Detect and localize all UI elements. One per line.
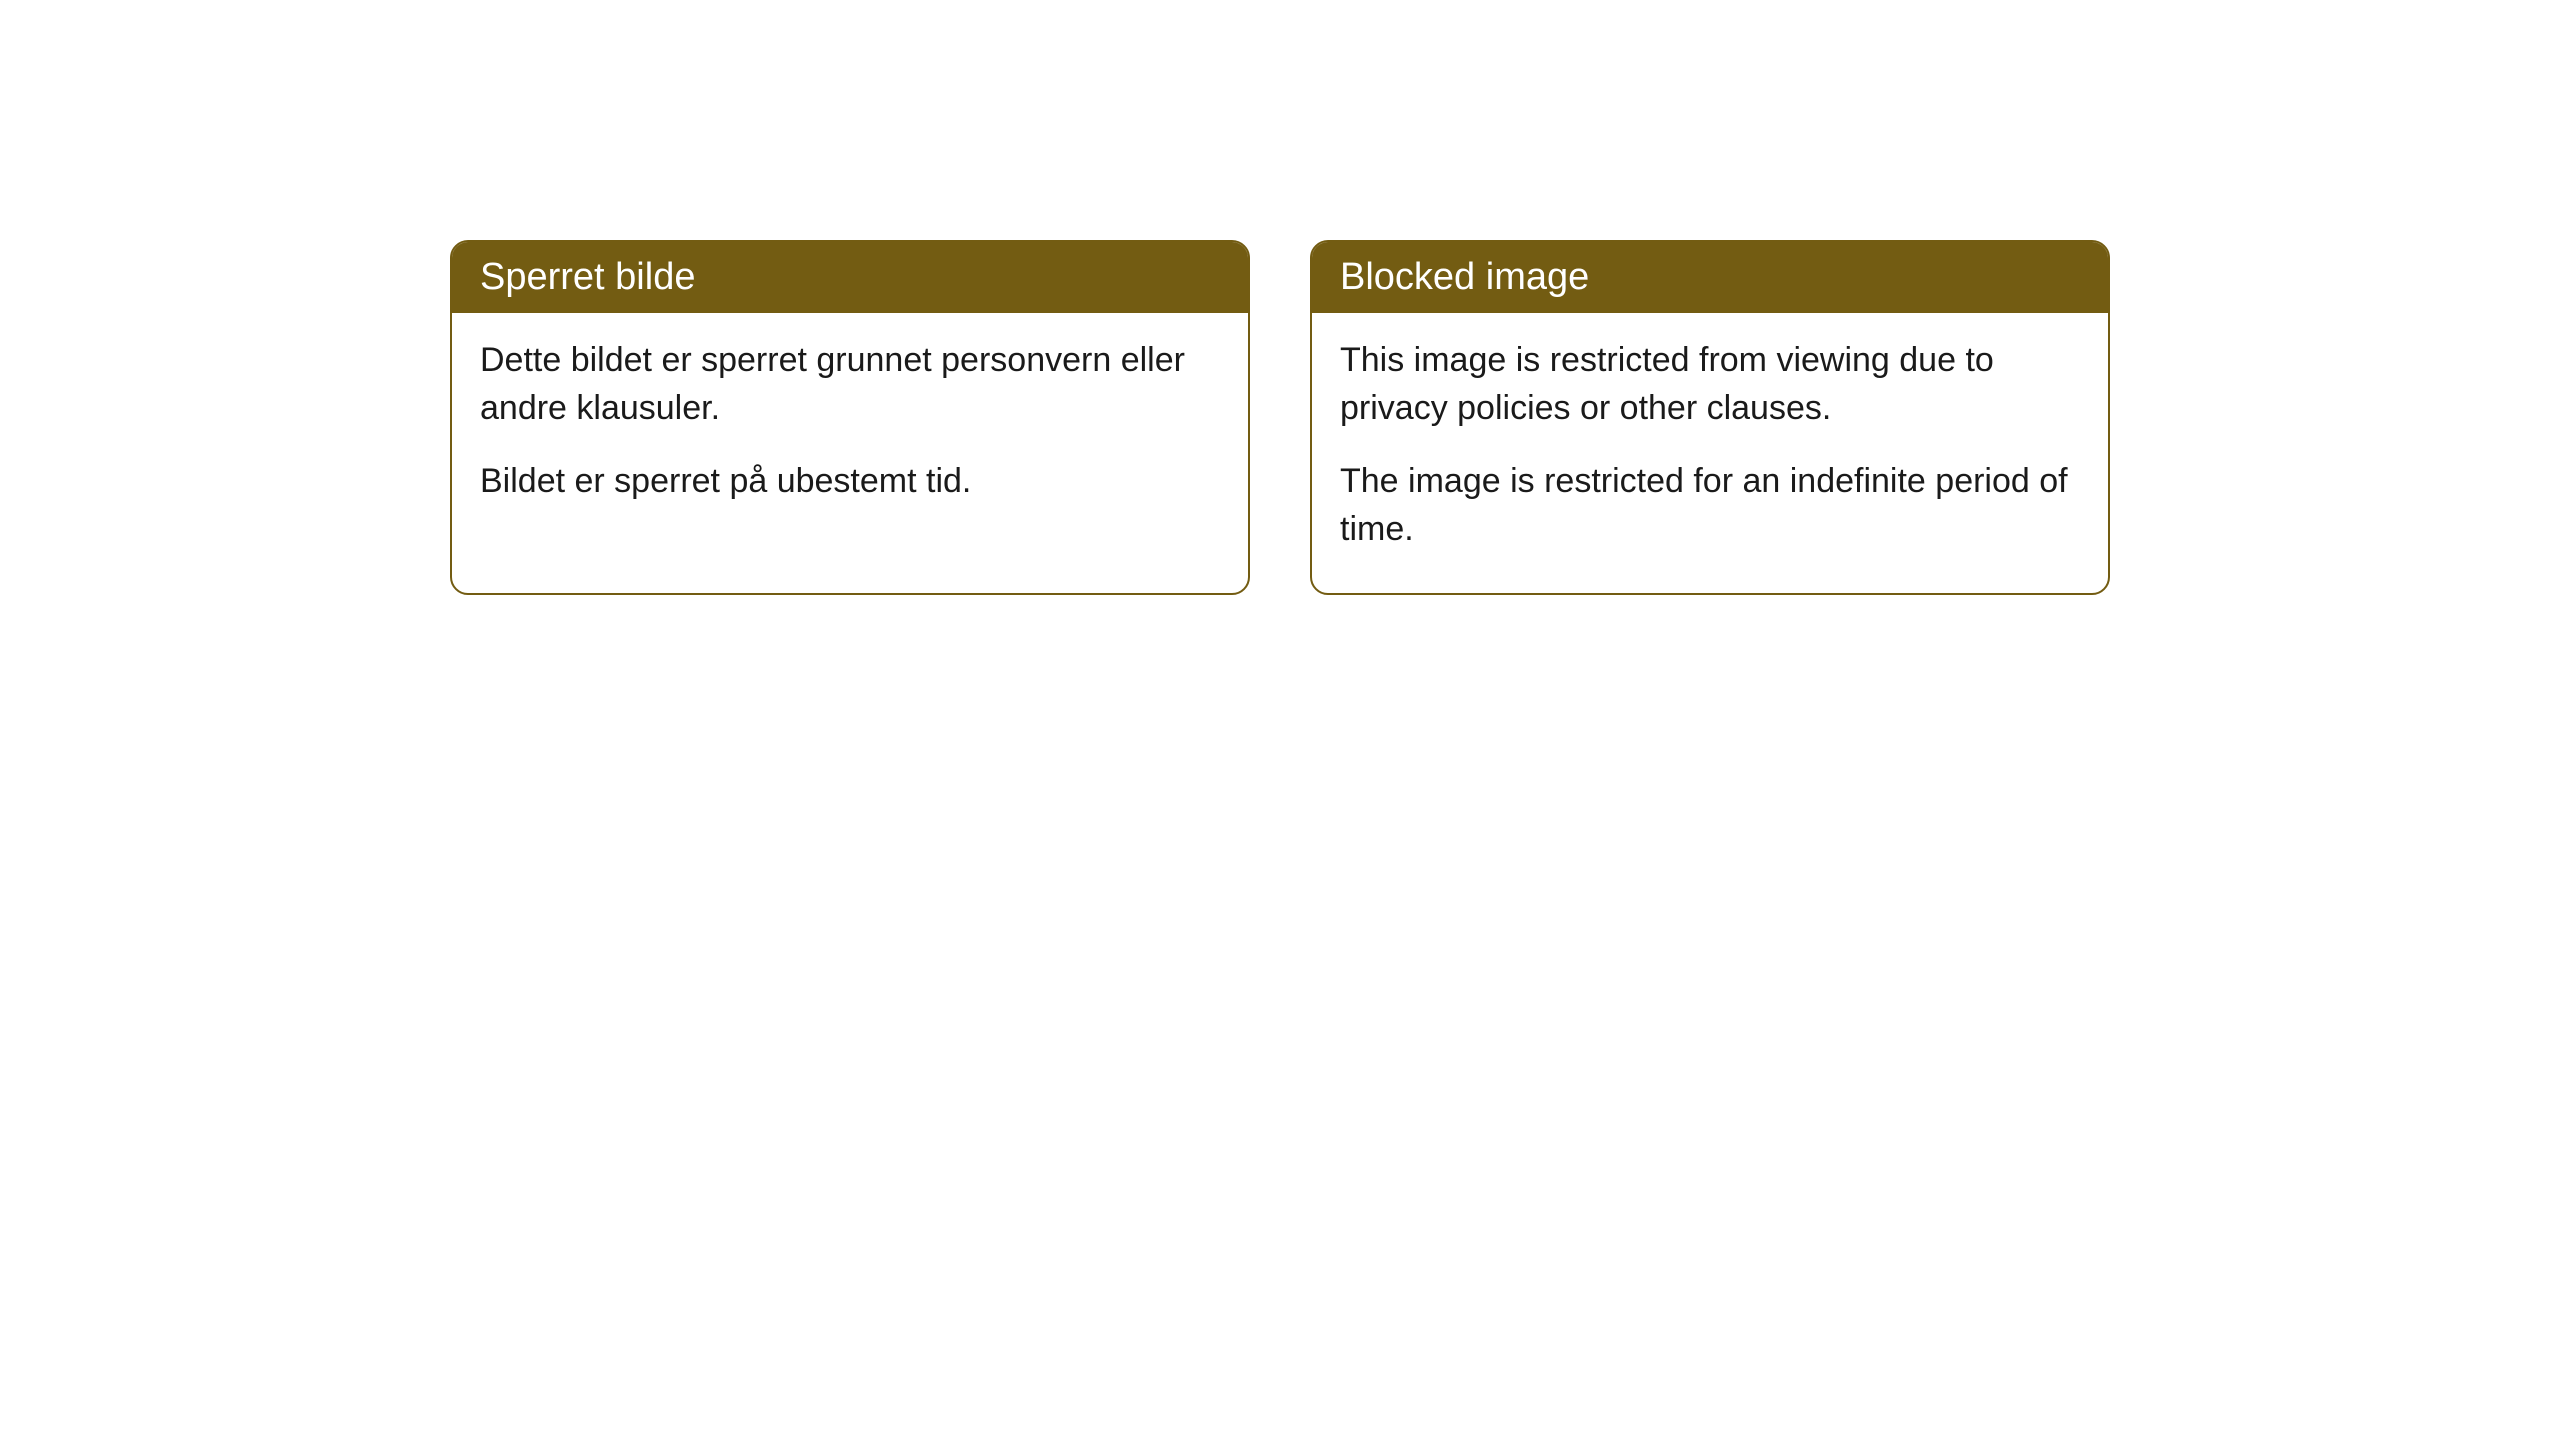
card-paragraph-1: This image is restricted from viewing du… (1340, 337, 2080, 432)
card-title: Blocked image (1340, 256, 1589, 298)
card-header-english: Blocked image (1312, 242, 2108, 313)
notice-card-english: Blocked image This image is restricted f… (1310, 240, 2110, 595)
card-paragraph-1: Dette bildet er sperret grunnet personve… (480, 337, 1220, 432)
notice-card-norwegian: Sperret bilde Dette bildet er sperret gr… (450, 240, 1250, 595)
card-body-norwegian: Dette bildet er sperret grunnet personve… (452, 313, 1248, 546)
card-body-english: This image is restricted from viewing du… (1312, 313, 2108, 593)
card-header-norwegian: Sperret bilde (452, 242, 1248, 313)
card-paragraph-2: The image is restricted for an indefinit… (1340, 458, 2080, 553)
card-paragraph-2: Bildet er sperret på ubestemt tid. (480, 458, 1220, 506)
notice-cards-container: Sperret bilde Dette bildet er sperret gr… (450, 240, 2110, 595)
card-title: Sperret bilde (480, 256, 695, 298)
